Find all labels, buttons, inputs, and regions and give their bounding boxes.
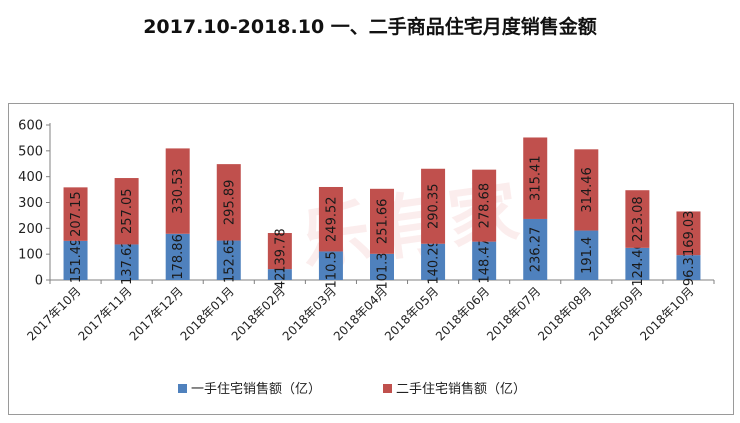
bar-segment [523,137,548,219]
legend-swatch [178,384,187,393]
bar-segment [472,169,497,242]
x-tick-label: 2018年01月 [178,284,237,343]
y-tick-label: 300 [18,196,43,211]
bar-segment [216,240,241,280]
x-tick-label: 2018年09月 [586,284,645,343]
x-tick-label: 2018年03月 [280,284,339,343]
data-label: 169.03 [682,211,697,256]
bar-segment [574,230,599,280]
data-label: 124.46 [631,241,646,287]
bar-segment [523,218,548,280]
bar-segment [370,188,394,254]
y-tick-label: 500 [18,144,43,159]
data-label: 148.47 [478,238,493,284]
data-label: 330.53 [171,168,186,214]
bar-segment [267,233,292,270]
bar-segment [63,240,88,280]
x-tick-label: 2018年05月 [382,284,441,343]
data-label: 290.35 [427,184,442,230]
data-label: 152.65 [222,238,237,284]
bar-segment [421,243,446,280]
data-label: 191.4 [580,237,595,274]
bar-segment [165,148,190,234]
bar-segment [370,253,394,280]
bar-segment [318,186,343,252]
y-tick-label: 100 [18,248,43,263]
data-label: 207.15 [69,191,84,237]
bar-segment [114,244,139,280]
data-label: 257.05 [120,188,135,234]
legend-swatch [383,384,392,393]
bar-segment [472,241,497,280]
data-label: 249.52 [324,196,339,242]
x-tick-label: 2018年07月 [484,284,543,343]
bar-segment [114,178,139,245]
bar-segment [676,255,701,280]
legend-label: 二手住宅销售额（亿） [396,381,526,397]
data-label: 96.31 [682,249,697,286]
data-label: 315.41 [529,155,544,201]
x-tick-label: 2017年11月 [75,284,134,343]
x-tick-label: 2018年10月 [637,284,696,343]
data-label: 101.34 [376,244,391,290]
x-tick-label: 2018年02月 [229,284,288,343]
data-label: 278.68 [478,183,493,229]
data-label: 236.27 [529,227,544,273]
legend-label: 一手住宅销售额（亿） [191,381,321,397]
x-tick-label: 2018年04月 [331,284,390,343]
bar-segment [63,187,88,241]
bar-segment [216,164,241,241]
data-label: 178.86 [171,234,186,280]
x-tick-label: 2017年10月 [24,284,83,343]
data-label: 251.66 [376,199,391,245]
x-tick-label: 2018年06月 [433,284,492,343]
y-tick-label: 600 [18,119,43,134]
y-tick-label: 0 [35,274,43,289]
data-label: 137.62 [120,239,135,285]
bar-segment [267,269,292,280]
chart-title: 2017.10-2018.10 一、二手商品住宅月度销售金额 [143,16,597,38]
bar-segment [676,211,701,256]
x-tick-label: 2018年08月 [535,284,594,343]
y-tick-label: 400 [18,170,43,185]
data-label: 140.29 [427,239,442,285]
bar-segment [625,247,650,280]
bar-segment [574,149,599,231]
bar-segment [625,190,650,248]
data-label: 139.78 [273,228,288,274]
data-label: 295.89 [222,180,237,226]
x-tick-label: 2017年12月 [127,284,186,343]
y-tick-label: 200 [18,222,43,237]
data-label: 110.55 [324,243,339,289]
data-label: 151.49 [69,238,84,284]
bar-segment [318,251,343,280]
data-label: 223.08 [631,196,646,242]
data-label: 314.46 [580,167,595,213]
bar-segment [421,168,446,244]
bar-segment [165,233,190,280]
